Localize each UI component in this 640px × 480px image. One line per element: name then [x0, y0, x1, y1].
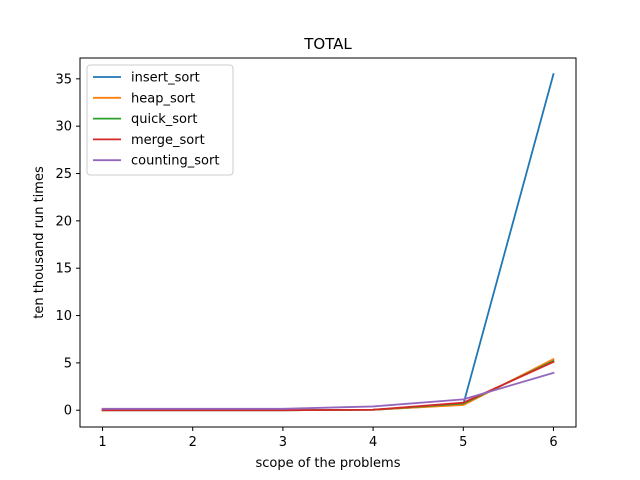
y-tick-label: 5	[64, 356, 72, 371]
y-tick-label: 30	[55, 120, 72, 135]
chart-title: TOTAL	[303, 35, 352, 53]
y-tick-label: 10	[55, 309, 72, 324]
x-tick-label: 2	[189, 435, 197, 450]
y-tick-label: 25	[55, 167, 72, 182]
y-axis-label: ten thousand run times	[32, 166, 47, 319]
series-line-counting-sort	[101, 371, 555, 410]
legend-item: merge_sort	[93, 133, 205, 148]
series-line-merge-sort	[101, 360, 555, 412]
series-line-heap-sort	[101, 357, 555, 412]
legend-item: heap_sort	[93, 91, 195, 106]
series-layer	[101, 72, 555, 412]
x-tick-label: 5	[459, 435, 467, 450]
series-line-quick-sort	[101, 359, 555, 412]
x-axis: 1 2 3 4 5 6	[98, 427, 558, 450]
y-tick-label: 35	[55, 72, 72, 87]
legend-label: merge_sort	[131, 133, 205, 148]
x-tick-label: 3	[279, 435, 287, 450]
legend-label: insert_sort	[131, 71, 200, 86]
legend-item: counting_sort	[93, 154, 219, 169]
legend: insert_sort heap_sort quick_sort merge_sort…	[86, 64, 234, 176]
y-tick-label: 15	[55, 262, 72, 277]
legend-label: quick_sort	[131, 112, 197, 127]
y-tick-label: 0	[64, 404, 72, 419]
legend-item: insert_sort	[93, 71, 200, 86]
plot-area-frame	[79, 57, 577, 428]
x-axis-label: scope of the problems	[256, 456, 401, 471]
y-axis: 0 5 10 15 20 25 30 35	[55, 72, 80, 419]
legend-frame	[86, 64, 234, 176]
legend-label: heap_sort	[131, 91, 195, 106]
legend-item: quick_sort	[93, 112, 197, 127]
x-tick-label: 6	[549, 435, 557, 450]
y-tick-label: 20	[55, 214, 72, 229]
legend-label: counting_sort	[131, 154, 219, 169]
x-tick-label: 4	[369, 435, 377, 450]
x-tick-label: 1	[98, 435, 106, 450]
